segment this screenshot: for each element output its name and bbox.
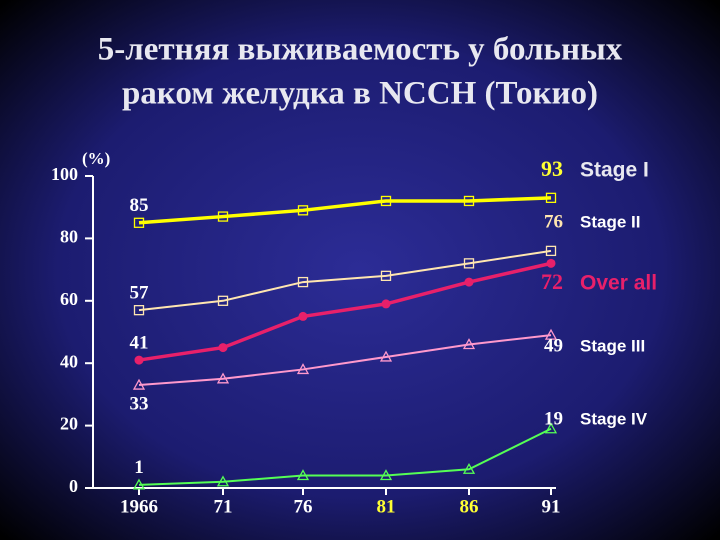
series-name: Stage IV [580,409,648,428]
marker [298,311,308,321]
series-name: Stage I [580,159,649,182]
x-tick-label: 71 [214,496,233,517]
chart-title: раком желудка в NCCH (Токио) [122,76,598,112]
data-label: 33 [130,393,149,414]
marker [462,338,476,350]
data-label: 93 [541,156,563,181]
y-tick-label: 60 [60,289,78,309]
series-line [138,249,552,312]
marker [381,299,391,309]
y-axis-label: (%) [82,149,110,168]
marker [545,192,557,203]
y-tick-label: 80 [60,227,78,247]
chart-title: 5-летняя выживаемость у больных [98,32,623,68]
marker [132,378,146,390]
y-tick-label: 40 [60,351,78,371]
marker [133,217,145,228]
marker [296,469,310,481]
data-label: 72 [541,269,563,294]
x-tick-label: 76 [294,496,313,517]
marker [296,363,310,375]
data-label: 1 [134,457,144,478]
data-label: 41 [130,332,149,353]
marker [463,258,475,269]
marker [379,469,393,481]
marker [380,270,392,281]
marker [134,355,144,365]
y-tick-label: 0 [69,476,78,496]
x-tick-label: 91 [542,496,561,517]
marker [464,277,474,287]
data-label: 49 [544,335,563,356]
marker [463,195,475,207]
data-label: 76 [544,211,563,232]
series-line [138,196,552,225]
data-label: 85 [130,195,149,216]
x-tick-label: 86 [460,496,479,517]
series-name: Stage III [580,336,645,355]
data-label: 57 [130,283,150,304]
marker [218,343,228,353]
marker [544,422,558,434]
y-tick-label: 100 [51,164,78,184]
marker [546,258,556,268]
series-line [138,427,552,486]
data-label: 19 [544,408,563,429]
marker [216,475,230,487]
y-tick-label: 20 [60,414,78,434]
marker [379,350,393,362]
x-tick-label: 1966 [120,496,158,517]
marker [297,276,309,288]
marker [132,478,146,490]
marker [297,205,309,216]
x-tick-label: 81 [377,496,396,517]
series-line [138,261,552,362]
marker [380,195,392,207]
series-name: Over all [580,272,657,295]
marker [462,462,476,474]
marker [544,328,558,340]
marker [545,245,557,257]
series-name: Stage II [580,212,640,231]
series-line [138,334,552,387]
marker [133,305,145,316]
marker [216,372,230,384]
marker [217,295,229,306]
marker [217,211,229,222]
